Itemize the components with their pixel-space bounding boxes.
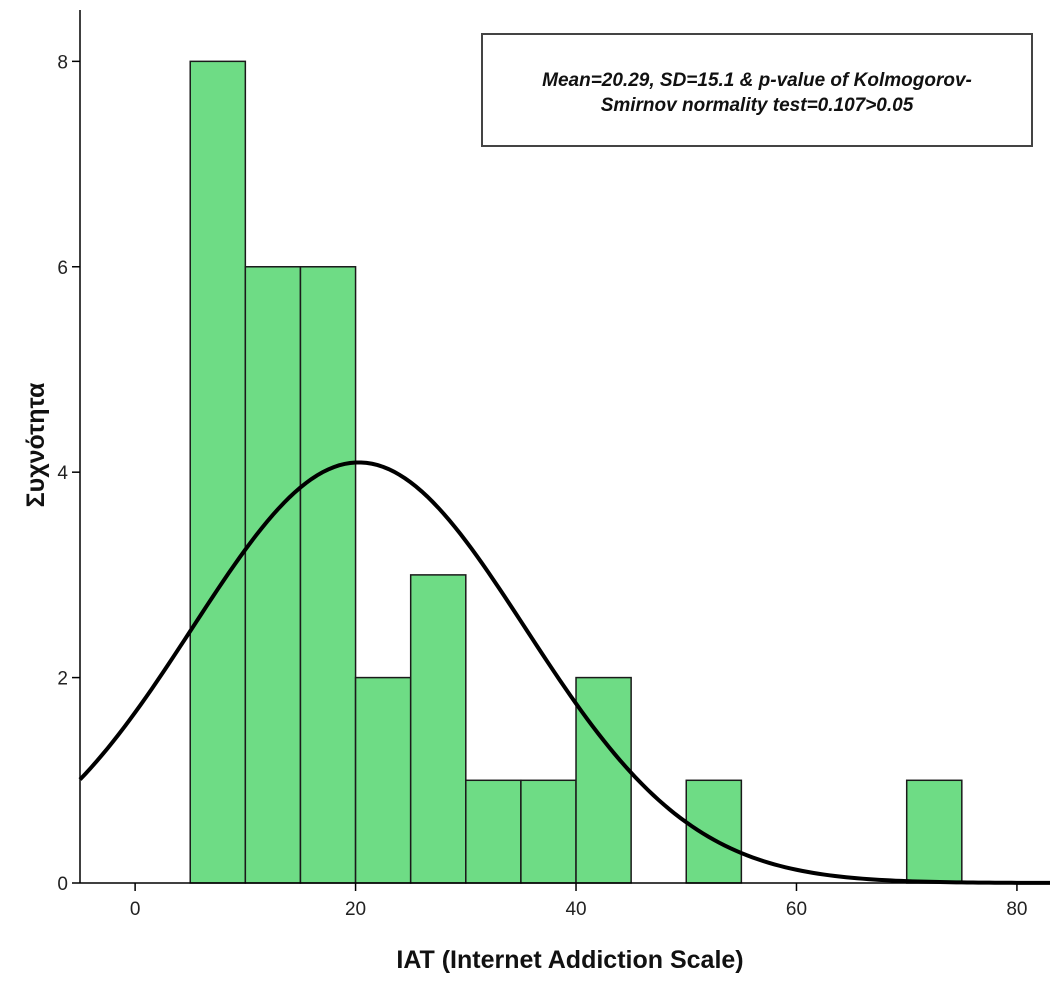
y-tick-label: 8	[57, 52, 68, 73]
x-tick-label: 0	[130, 899, 141, 920]
y-axis-title: Συχνότητα	[22, 382, 50, 507]
x-axis-title: IAT (Internet Addiction Scale)	[396, 946, 743, 974]
histogram-bar	[409, 574, 467, 884]
histogram-bar	[299, 266, 357, 884]
histogram-bar	[465, 779, 522, 884]
normal-curve	[78, 460, 1050, 885]
histogram-bar	[685, 779, 743, 884]
annotation-frame	[481, 33, 1033, 147]
annotation-line-1: Mean=20.29, SD=15.1 & p-value of Kolmogo…	[542, 70, 972, 91]
histogram-bar	[189, 60, 247, 884]
y-tick-label: 4	[57, 463, 68, 484]
annotation-box: Mean=20.29, SD=15.1 & p-value of Kolmogo…	[481, 33, 1033, 147]
x-tick-label: 60	[786, 899, 807, 920]
y-ticks-group: 0 2 4 6 8	[57, 52, 80, 895]
x-tick-label: 40	[565, 899, 586, 920]
y-tick-label: 6	[57, 258, 68, 279]
histogram-bar	[905, 779, 963, 884]
x-tick-label: 80	[1006, 899, 1027, 920]
annotation-line-2: Smirnov normality test=0.107>0.05	[601, 95, 914, 116]
histogram-bar	[244, 266, 302, 884]
y-tick-label: 2	[57, 669, 68, 690]
x-tick-label: 20	[345, 899, 366, 920]
y-tick-label: 0	[57, 874, 68, 895]
histogram-bar	[520, 779, 577, 884]
histogram-bar	[575, 676, 632, 884]
x-ticks-group: 0 20 40 60 80	[130, 883, 1028, 920]
histogram-bar	[354, 676, 412, 884]
bars-group	[189, 60, 963, 884]
